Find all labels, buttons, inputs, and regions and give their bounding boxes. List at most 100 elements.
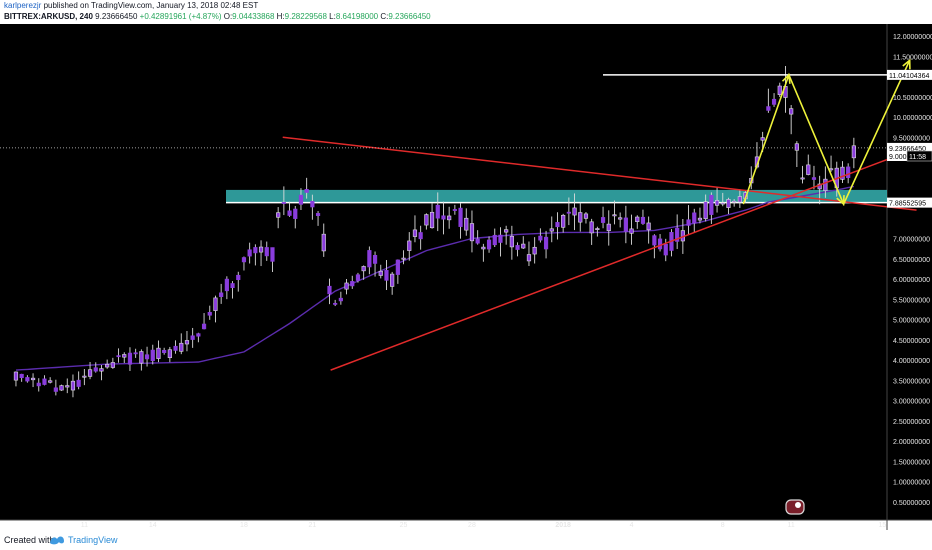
candle <box>720 192 725 207</box>
candle-body <box>150 349 155 362</box>
candle-body <box>794 143 799 151</box>
candle <box>458 203 463 239</box>
support-price-label-text: 7.88552595 <box>889 201 926 208</box>
candle-body <box>253 247 258 254</box>
candle-body <box>116 355 121 358</box>
candle <box>714 187 720 213</box>
candle-body <box>281 202 286 204</box>
triangle-lower-line[interactable] <box>330 158 888 371</box>
candle-body <box>207 312 212 316</box>
candle-body <box>697 217 703 221</box>
candle-body <box>390 273 395 287</box>
candle-body <box>144 354 150 360</box>
candle-body <box>823 178 828 191</box>
candle-body <box>384 270 389 281</box>
candle <box>492 228 497 248</box>
candle <box>87 361 93 380</box>
candle-body <box>407 240 412 251</box>
candle <box>253 244 258 266</box>
candle-body <box>629 228 634 234</box>
candle-body <box>241 257 247 263</box>
candle <box>555 212 560 240</box>
candle-body <box>122 354 127 358</box>
candle <box>219 283 224 304</box>
candle-body <box>264 247 269 257</box>
candle-body <box>851 145 856 159</box>
alt-price-box <box>887 151 907 161</box>
moving-average-layer <box>15 185 887 371</box>
candle-body <box>566 211 571 214</box>
candle-body <box>452 209 457 211</box>
candle <box>429 203 435 229</box>
candle-body <box>703 201 708 220</box>
candle-body <box>760 137 765 141</box>
candle-body <box>36 382 41 387</box>
candle <box>652 234 657 259</box>
x-tick-label: 11 <box>81 522 88 529</box>
candle <box>167 346 172 363</box>
resistance-price-label: 11.04104364 <box>887 69 932 80</box>
candle-body <box>179 342 184 352</box>
candle <box>737 189 742 208</box>
candle-body <box>304 189 309 193</box>
candle <box>766 88 771 113</box>
candle <box>543 230 549 259</box>
publication-line: karlperezjr published on TradingView.com… <box>4 1 258 10</box>
candle-body <box>355 274 361 281</box>
candle-body <box>709 194 714 215</box>
last-price: 9.23666450 <box>95 12 138 21</box>
candle-body <box>48 380 53 383</box>
candle <box>344 279 349 295</box>
candle-body <box>640 216 646 224</box>
price-chart[interactable]: 12.00000000 11.50000000 10.50000000 10.0000… <box>0 24 932 530</box>
projection-path[interactable] <box>742 59 911 207</box>
triangle-upper-line[interactable] <box>282 136 917 211</box>
candle <box>618 212 623 228</box>
candle-body <box>771 98 777 105</box>
candle-body <box>486 239 492 250</box>
candle-body <box>344 282 349 290</box>
candle <box>287 201 292 217</box>
tradingview-link[interactable]: TradingView <box>68 535 118 545</box>
open-value: 9.04433868 <box>232 12 275 21</box>
candle-body <box>270 247 275 262</box>
candle <box>327 278 332 305</box>
candle-body <box>458 207 463 227</box>
price-axis[interactable] <box>887 24 932 520</box>
candle <box>481 243 486 262</box>
low-label: L: <box>329 12 336 21</box>
published-text: published on TradingView.com, January 13… <box>43 1 259 10</box>
candle <box>452 204 457 215</box>
x-tick-label: 11 <box>788 522 795 529</box>
author-link[interactable]: karlperezjr <box>4 1 42 10</box>
candle-body <box>595 228 600 231</box>
candle-body <box>435 204 440 219</box>
candle <box>595 226 600 237</box>
y-tick-label: 3.50000000 <box>893 378 930 385</box>
candle <box>270 247 275 273</box>
candle <box>572 193 577 231</box>
candle-body <box>167 349 172 358</box>
x-tick-label: 25 <box>400 522 408 529</box>
y-tick-label: 10.00000000 <box>893 115 932 122</box>
candle <box>589 218 594 245</box>
candle <box>25 375 30 383</box>
chart-header: karlperezjr published on TradingView.com… <box>0 0 932 24</box>
candle-body <box>219 292 224 297</box>
candle <box>127 347 133 371</box>
candle-body <box>224 278 229 292</box>
candle-body <box>424 214 429 226</box>
candle <box>139 349 144 371</box>
candle-body <box>173 345 178 351</box>
candle <box>606 210 611 246</box>
candle <box>623 205 628 244</box>
candle-body <box>412 229 418 237</box>
candle <box>65 378 70 394</box>
candle-body <box>509 235 514 248</box>
candle-body <box>333 302 338 305</box>
candle <box>150 344 155 365</box>
candle <box>321 223 326 257</box>
candle <box>19 373 24 382</box>
candle-body <box>469 223 475 242</box>
candle-body <box>367 250 372 268</box>
